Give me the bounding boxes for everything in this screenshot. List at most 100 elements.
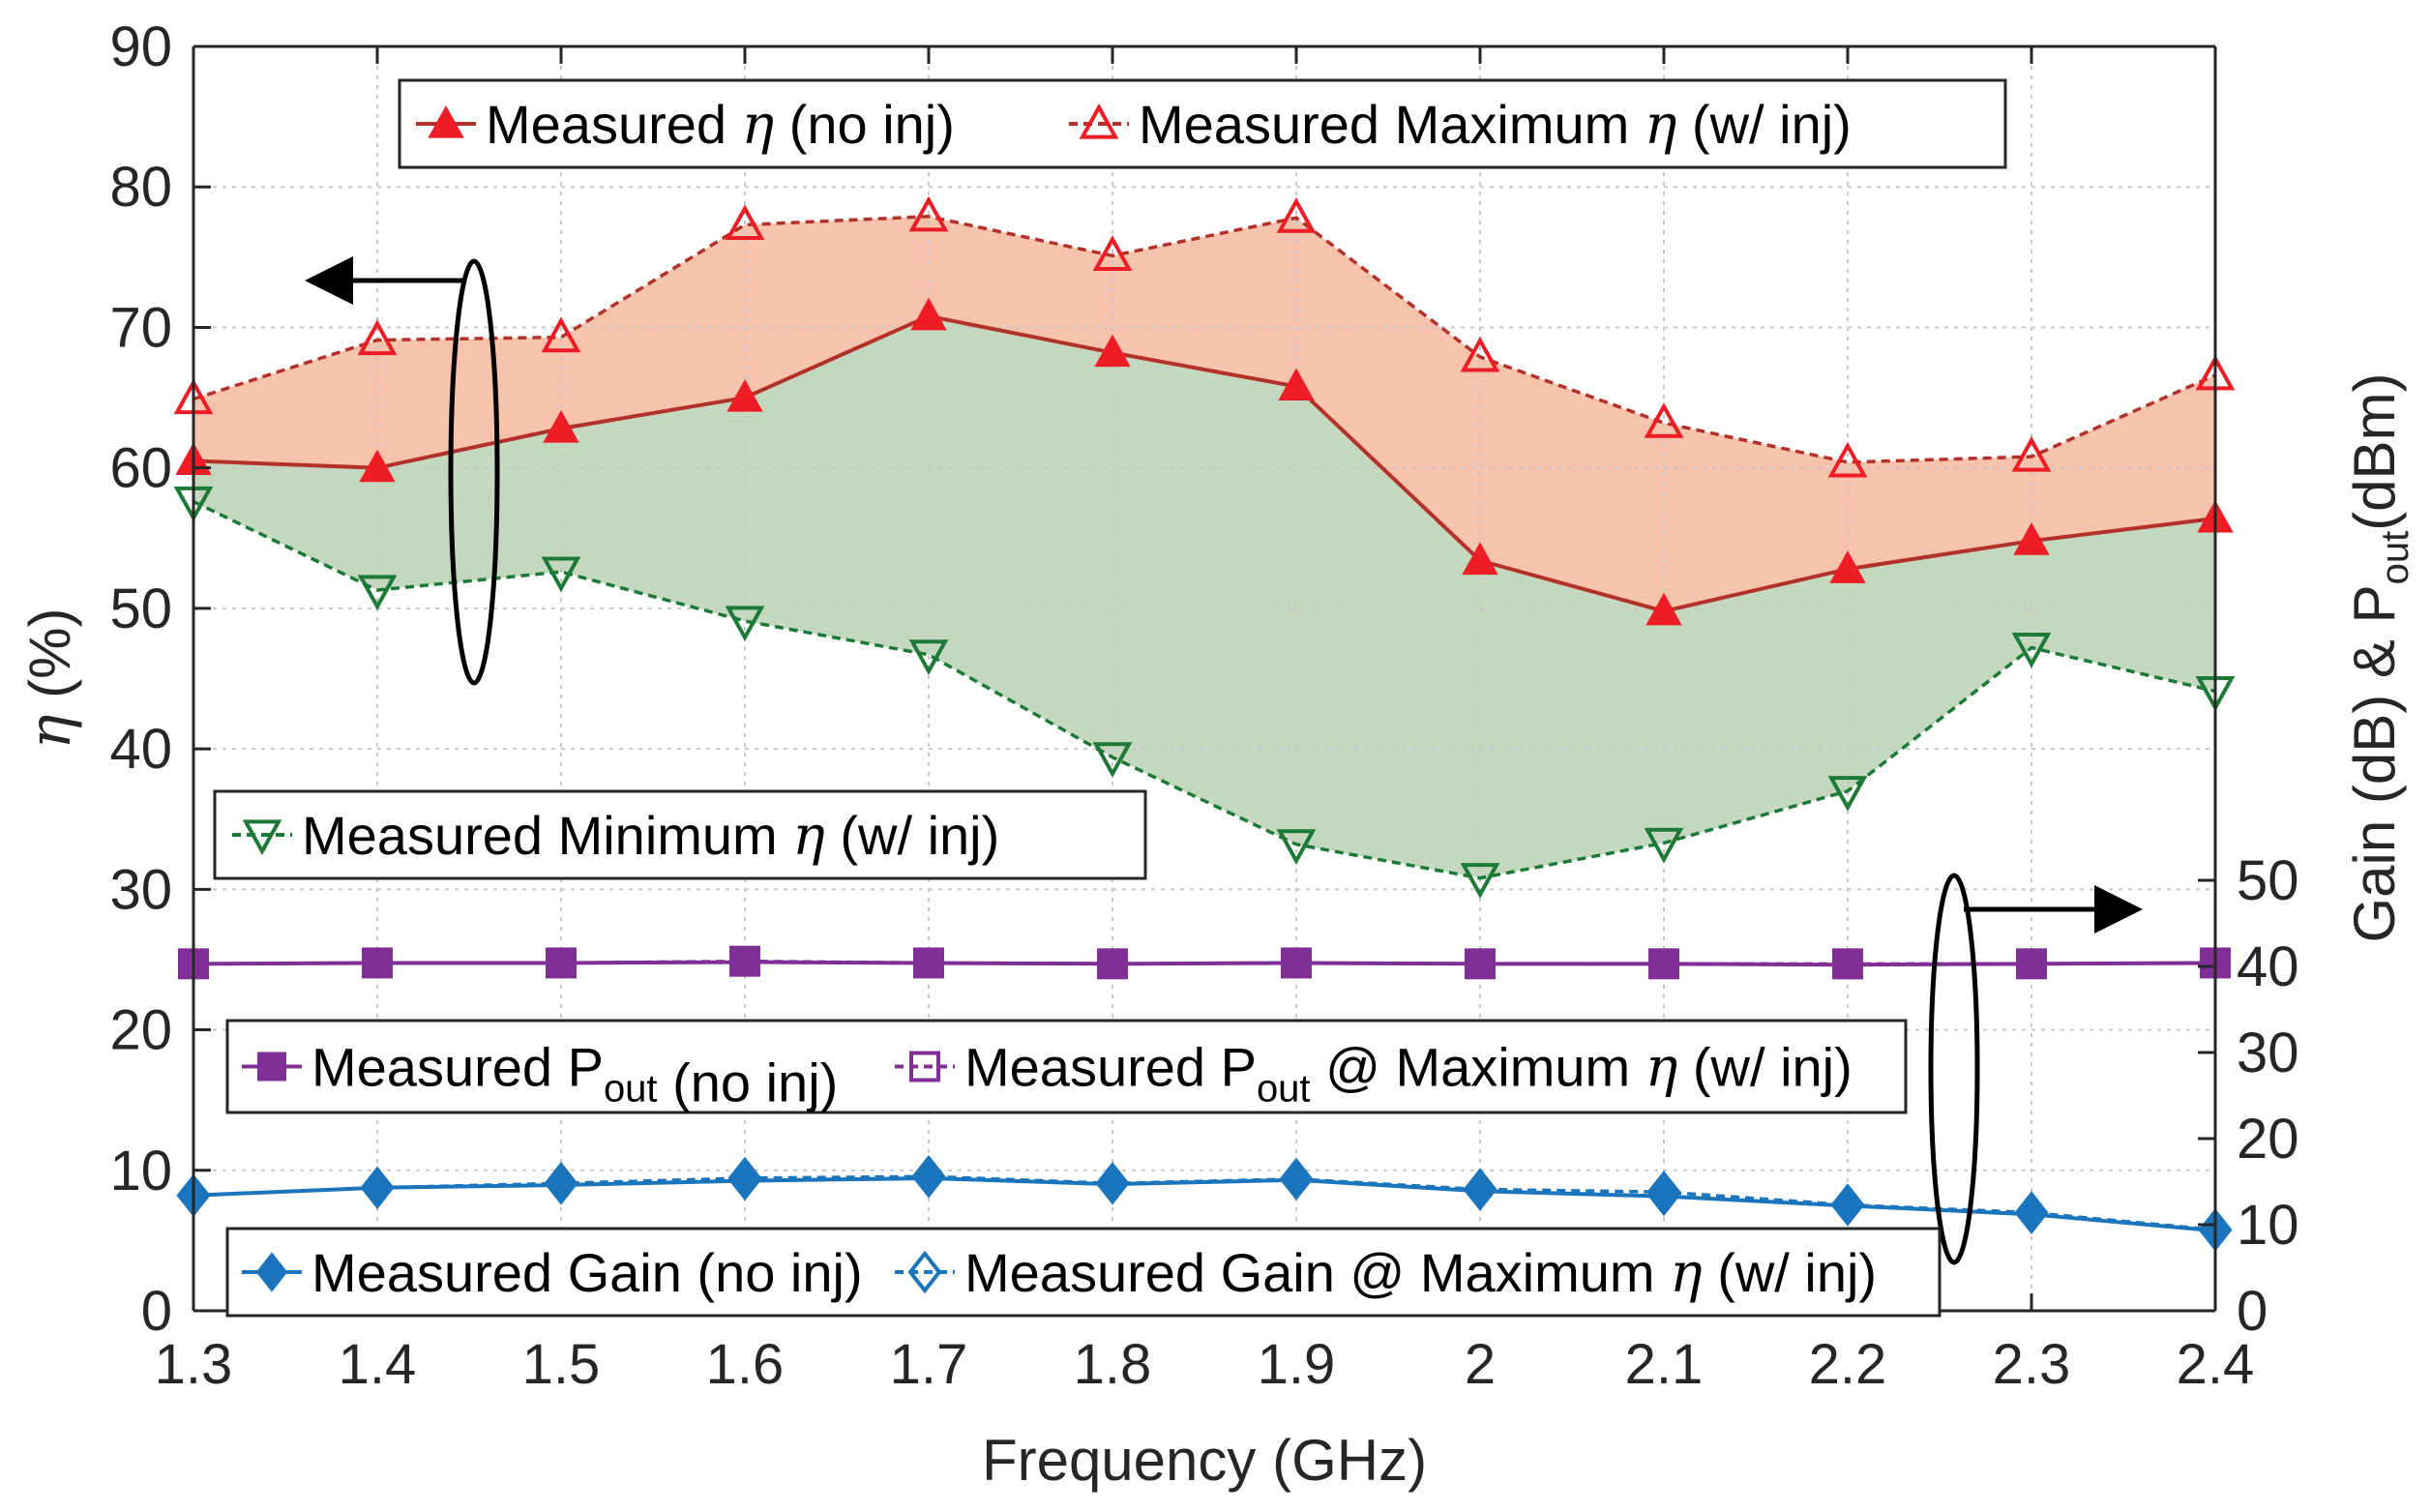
legend-gain: Measured Gain (no inj) Measured Gain @ Ma… bbox=[225, 1227, 1942, 1318]
series-4-point-9 bbox=[1833, 950, 1862, 980]
series-1-point-10 bbox=[2013, 522, 2050, 555]
series-2-point-9 bbox=[1827, 441, 1868, 478]
series-3-point-6 bbox=[1276, 829, 1317, 865]
series-1-point-2 bbox=[543, 409, 579, 443]
series-2-point-3 bbox=[725, 204, 765, 241]
x-axis-label: Frequency (GHz) bbox=[982, 1428, 1427, 1493]
series-1-point-1 bbox=[359, 449, 396, 483]
y-tick-label-1: 10 bbox=[109, 1140, 172, 1202]
x-tick-label-3: 1.6 bbox=[706, 1333, 785, 1396]
y-axis-label: η (%) bbox=[16, 608, 84, 750]
series-6-point-7 bbox=[1464, 1171, 1497, 1211]
y-tick-label-9: 90 bbox=[109, 15, 172, 78]
series-2-point-7 bbox=[1460, 336, 1500, 372]
legend-pout-item-2: Measured Pout @ Maximum η (w/ inj) bbox=[895, 1037, 1853, 1111]
y-tick-label-4: 40 bbox=[109, 718, 172, 781]
y-right-tick-label-3: 30 bbox=[2237, 1022, 2299, 1084]
legend-eta-min: Measured Minimum η (w/ inj) bbox=[213, 789, 1147, 880]
series-6-point-2 bbox=[545, 1165, 578, 1205]
legend-pout-item-2-marker bbox=[909, 1051, 940, 1082]
y-right-tick-label-2: 20 bbox=[2237, 1108, 2299, 1171]
legend-gain-item-2-label: Measured Gain @ Maximum η (w/ inj) bbox=[964, 1242, 1877, 1305]
series-4 bbox=[179, 947, 2230, 980]
series-6-point-4 bbox=[912, 1158, 945, 1199]
x-tick-label-8: 2.1 bbox=[1625, 1333, 1704, 1396]
legend-pout-item-1-label: Measured Pout (no inj) bbox=[311, 1037, 838, 1113]
x-tick-label-7: 2 bbox=[1465, 1333, 1496, 1396]
series-1-point-6 bbox=[1278, 368, 1315, 401]
series-1-point-4 bbox=[910, 297, 947, 331]
series-2-point-10 bbox=[2011, 435, 2052, 472]
series-2-point-2 bbox=[541, 316, 581, 353]
series-2-point-1 bbox=[357, 319, 398, 356]
series-4-point-8 bbox=[1649, 949, 1678, 979]
y-tick-label-5: 50 bbox=[109, 578, 172, 640]
legend-eta-top-item-2-label: Measured Maximum η (w/ inj) bbox=[1139, 94, 1852, 157]
series-1-line bbox=[193, 313, 2216, 613]
series-3-point-9 bbox=[1827, 776, 1868, 812]
legend-eta-top-item-1-marker bbox=[428, 104, 464, 138]
legend-eta-min-item-1: Measured Minimum η (w/ inj) bbox=[232, 805, 999, 868]
legend-gain-item-2: Measured Gain @ Maximum η (w/ inj) bbox=[895, 1242, 1877, 1305]
legend-gain-box bbox=[225, 1227, 1942, 1318]
y-tick-label-3: 30 bbox=[109, 858, 172, 921]
fill-region-1 bbox=[193, 216, 2215, 611]
series-6-point-1 bbox=[361, 1168, 394, 1208]
legend-pout-item-2-label: Measured Pout @ Maximum η (w/ inj) bbox=[964, 1037, 1853, 1111]
series-6-point-6 bbox=[1280, 1160, 1313, 1201]
legend-eta-min-item-1-marker bbox=[242, 819, 282, 856]
legend-gain-item-1: Measured Gain (no inj) bbox=[242, 1242, 863, 1303]
legend-pout: Measured Pout (no inj) Measured Pout @ Ma… bbox=[225, 1019, 1908, 1114]
series-1-point-9 bbox=[1829, 550, 1866, 583]
series-6-line bbox=[193, 1175, 2216, 1233]
right-axis-ellipse bbox=[1928, 873, 1980, 1265]
series-4-point-4 bbox=[914, 948, 943, 978]
series-1-point-5 bbox=[1094, 334, 1131, 368]
legend-pout-box bbox=[225, 1019, 1908, 1114]
series-2-point-6 bbox=[1276, 197, 1317, 233]
series-4-point-5 bbox=[1098, 949, 1127, 979]
x-tick-label-11: 2.4 bbox=[2177, 1333, 2255, 1396]
fill-region-2 bbox=[193, 315, 2215, 878]
series-3-point-1 bbox=[357, 575, 398, 611]
x-tick-label-2: 1.5 bbox=[522, 1333, 601, 1396]
shaded-regions bbox=[193, 216, 2215, 878]
series-3-point-8 bbox=[1644, 827, 1684, 864]
series-4-point-10 bbox=[2017, 949, 2046, 979]
legend-gain-item-2-marker bbox=[907, 1250, 942, 1294]
series-4-line bbox=[193, 960, 2216, 967]
legend-eta-min-box bbox=[213, 789, 1147, 880]
legend-pout-item-1: Measured Pout (no inj) bbox=[242, 1037, 838, 1113]
series-2-point-4 bbox=[908, 195, 949, 232]
legend-eta-top: Measured η (no inj) Measured Maximum η (w… bbox=[398, 78, 2007, 169]
y-right-tick-label-4: 40 bbox=[2237, 935, 2299, 998]
y-tick-label-2: 20 bbox=[109, 999, 172, 1062]
y-right-tick-label-5: 50 bbox=[2237, 849, 2299, 912]
annotations bbox=[305, 256, 2143, 1265]
x-tick-label-9: 2.2 bbox=[1809, 1333, 1887, 1396]
series-3-point-10 bbox=[2011, 632, 2052, 668]
series-3-point-3 bbox=[725, 606, 765, 642]
series-1-point-7 bbox=[1462, 542, 1498, 576]
series-2-point-5 bbox=[1092, 235, 1133, 271]
series-2-point-8 bbox=[1644, 402, 1684, 438]
series-6-point-3 bbox=[728, 1160, 761, 1201]
y-tick-label-8: 80 bbox=[109, 156, 172, 219]
legends: Measured η (no inj) Measured Maximum η (w… bbox=[213, 78, 2007, 1318]
legend-eta-top-item-1: Measured η (no inj) bbox=[416, 94, 955, 157]
series-4-point-3 bbox=[730, 947, 759, 977]
series-2 bbox=[173, 195, 2236, 478]
series-3-line bbox=[193, 499, 2216, 880]
legend-eta-min-item-1-label: Measured Minimum η (w/ inj) bbox=[302, 805, 999, 868]
x-tick-label-10: 2.3 bbox=[1993, 1333, 2071, 1396]
series-6-point-10 bbox=[2015, 1194, 2048, 1234]
y-tick-label-0: 0 bbox=[141, 1280, 172, 1343]
x-tick-label-5: 1.8 bbox=[1074, 1333, 1152, 1396]
series-6-point-9 bbox=[1831, 1185, 1864, 1227]
x-tick-label-0: 1.3 bbox=[155, 1333, 233, 1396]
y-right-tick-label-1: 10 bbox=[2237, 1194, 2299, 1257]
series-3-point-7 bbox=[1460, 863, 1500, 899]
series-4-point-1 bbox=[363, 948, 392, 978]
legend-eta-top-item-2-marker bbox=[1079, 103, 1119, 139]
series-3-point-4 bbox=[908, 639, 949, 675]
